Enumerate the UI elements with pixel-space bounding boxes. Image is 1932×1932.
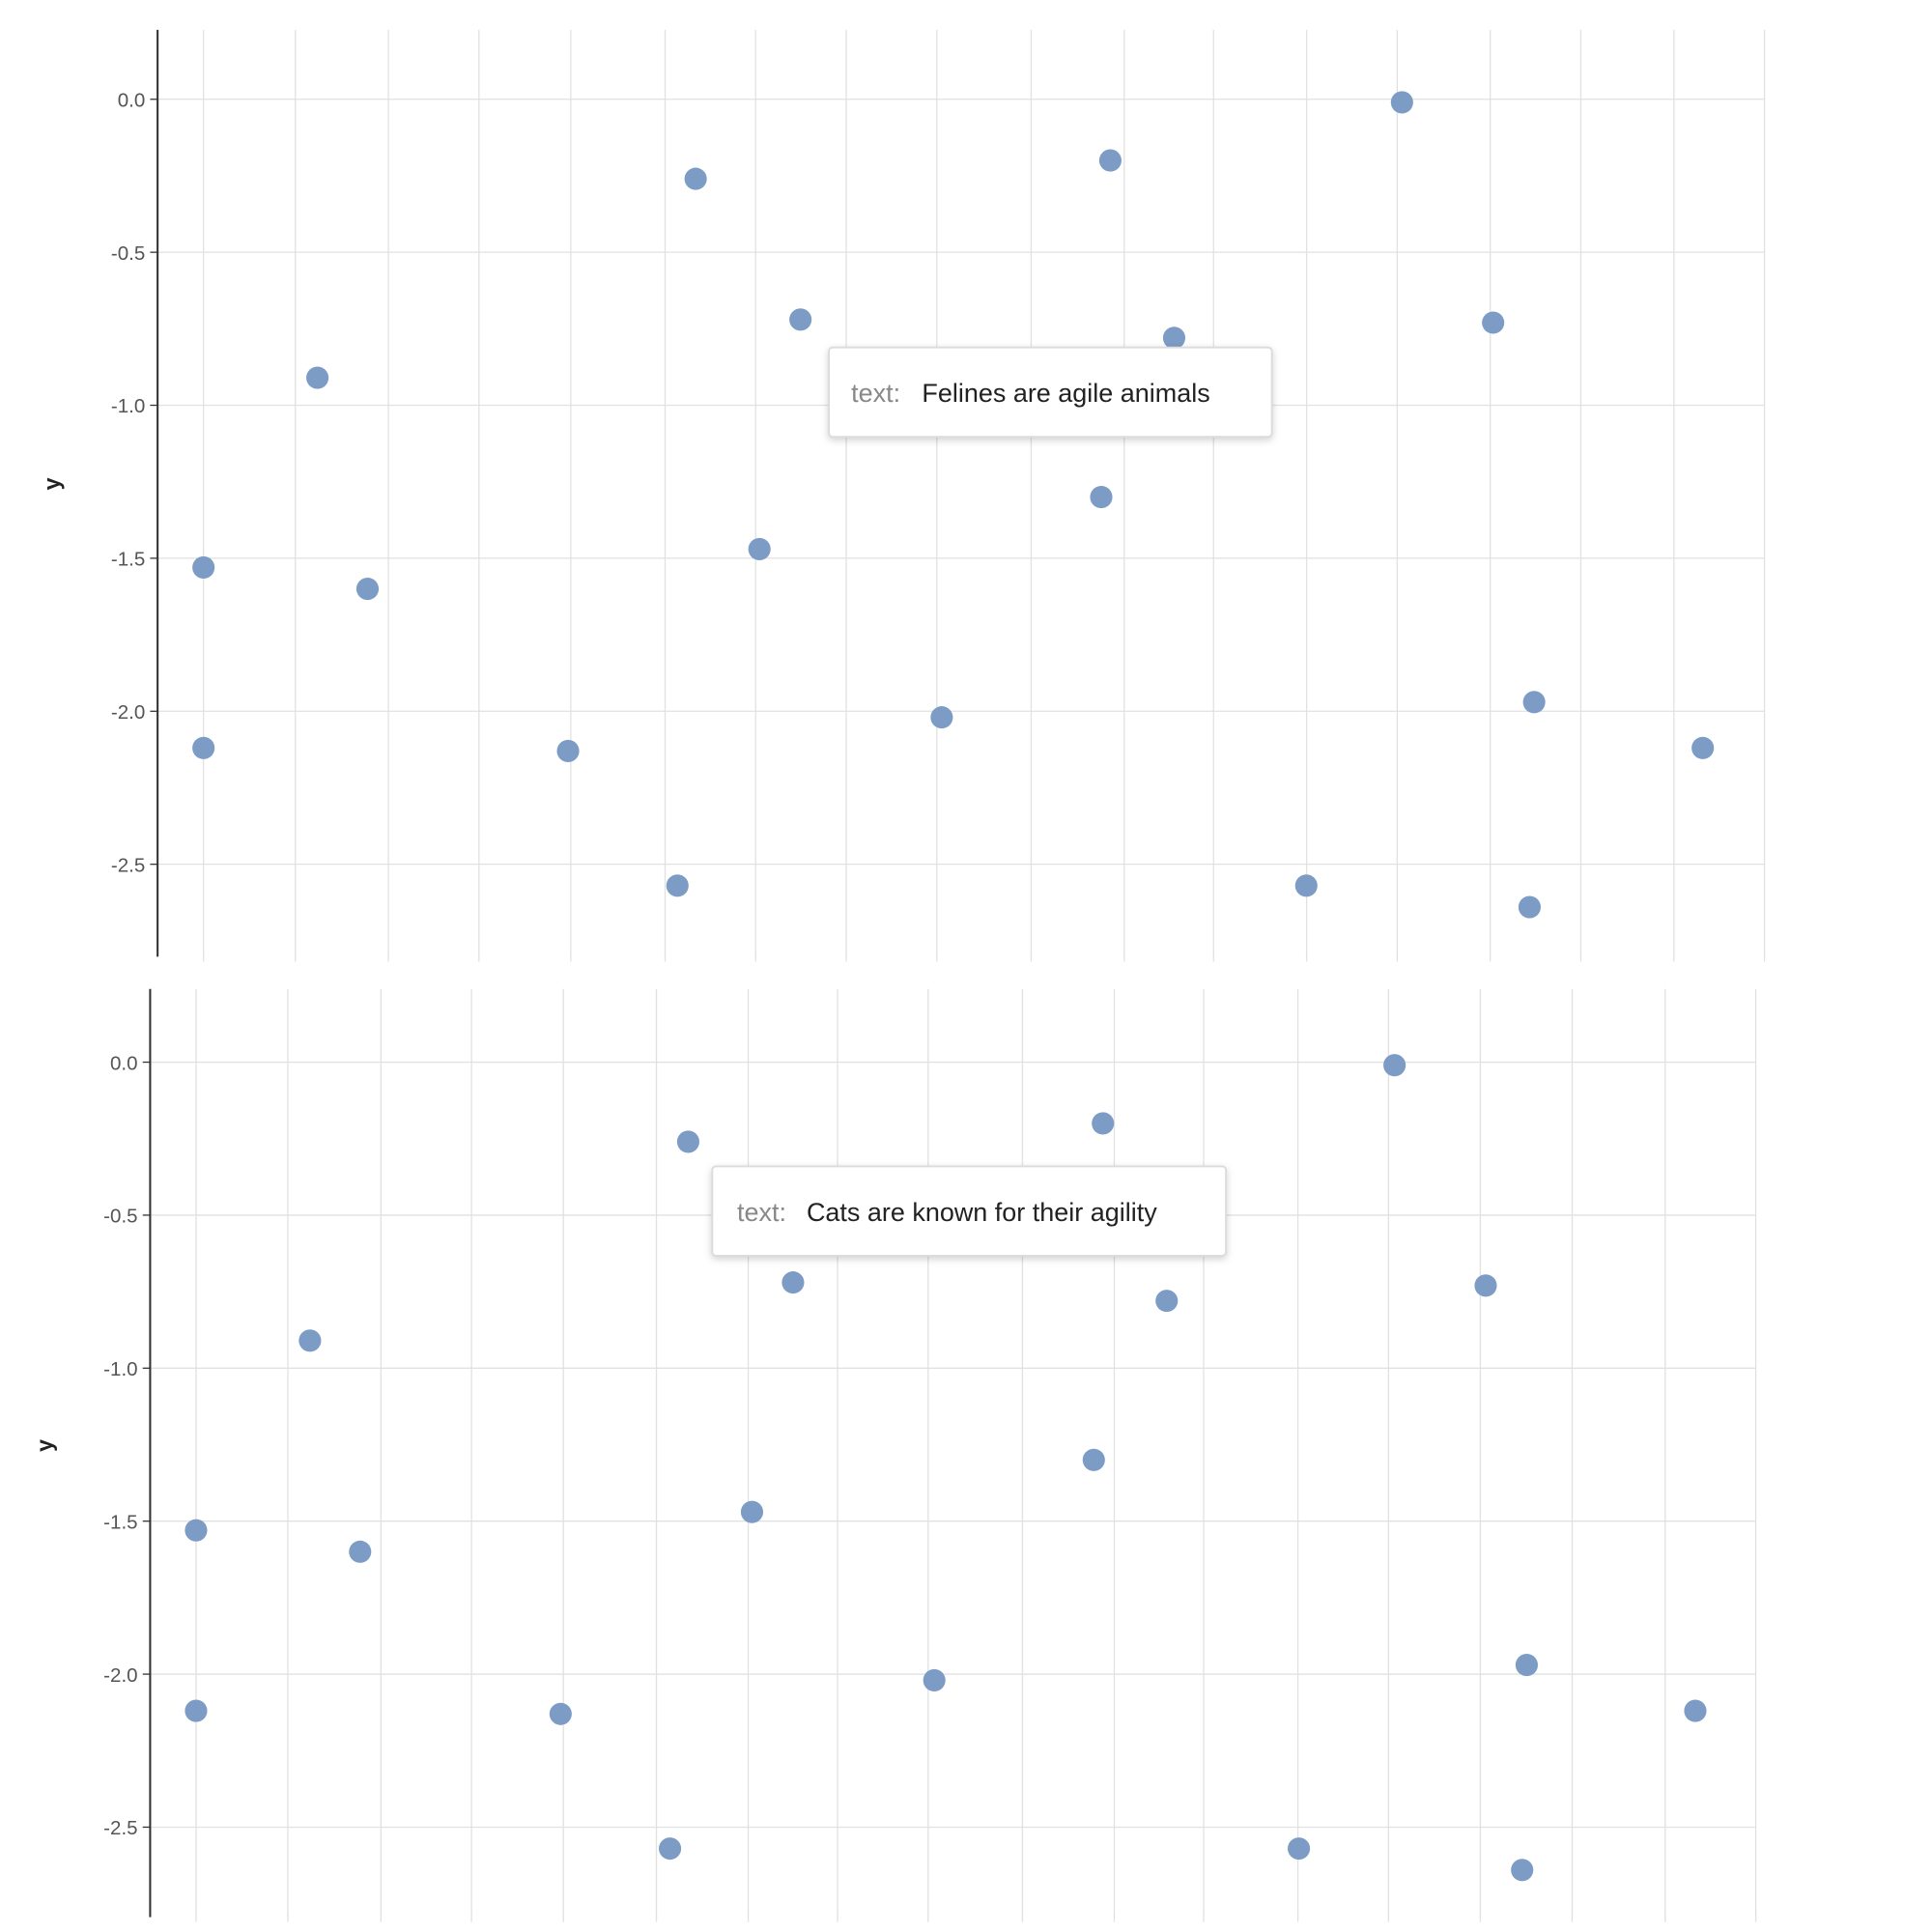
grid-lines [157,29,1766,957]
y-tick-label: -1.5 [111,549,145,571]
data-point[interactable] [748,537,771,560]
tooltip-key: text: [737,1198,786,1227]
data-point[interactable] [659,1837,682,1861]
data-point[interactable] [789,308,812,331]
tooltip-box [711,1165,1228,1257]
data-point[interactable] [192,736,215,759]
tooltip: text: Felines are agile animals [828,346,1273,439]
data-point[interactable] [684,167,707,190]
data-point[interactable] [1090,485,1113,509]
data-point[interactable] [349,1540,372,1563]
y-tick-label: 0.0 [110,1052,138,1074]
data-point[interactable] [666,874,689,897]
data-point[interactable] [1155,1290,1179,1313]
data-point[interactable] [1082,1448,1105,1471]
tooltip-value: Cats are known for their agility [807,1198,1157,1227]
y-tick-label: -2.0 [103,1664,137,1687]
data-point[interactable] [1482,311,1505,334]
data-point[interactable] [1162,327,1186,350]
data-point[interactable] [1098,149,1122,172]
data-point[interactable] [1383,1054,1406,1077]
data-point[interactable] [298,1329,322,1352]
data-point[interactable] [192,555,215,579]
data-point[interactable] [1522,691,1546,714]
data-point[interactable] [1684,1699,1707,1722]
data-point[interactable] [923,1668,946,1691]
data-point[interactable] [740,1500,764,1523]
data-point[interactable] [930,706,953,729]
y-tick-label: -0.5 [103,1206,137,1228]
y-axis-label: y [40,477,65,490]
data-point[interactable] [185,1519,208,1542]
y-tick-label: -2.0 [111,701,145,724]
y-tick-label: -2.5 [111,854,145,876]
y-tick-label: -1.0 [103,1358,137,1380]
data-point[interactable] [1092,1112,1115,1135]
data-point[interactable] [306,366,329,389]
y-tick-label: 0.0 [118,89,146,111]
data-point[interactable] [1511,1859,1534,1882]
y-tick-label: -2.5 [103,1817,137,1839]
tooltip-box [828,346,1273,439]
data-point[interactable] [556,739,580,763]
scatter-points [192,91,1715,919]
data-point[interactable] [355,578,380,601]
data-point[interactable] [1294,874,1318,897]
tooltip-value: Felines are agile animals [922,379,1209,408]
y-tick-label: -1.0 [111,395,145,417]
data-point[interactable] [549,1702,572,1725]
data-point[interactable] [1474,1274,1497,1297]
data-point[interactable] [1390,91,1413,114]
data-point[interactable] [781,1271,805,1294]
data-point[interactable] [1288,1837,1311,1861]
y-axis-label: y [32,1439,57,1452]
y-tick-label: -1.5 [103,1511,137,1533]
grid-lines [150,988,1757,1918]
data-point[interactable] [1515,1654,1538,1677]
data-point[interactable] [1518,895,1541,919]
data-point[interactable] [1691,736,1715,759]
chart-panel-top: 0.0 -0.5 -1.0 -1.5 -2.0 -2.5 y text: Felines are… [40,29,1766,962]
data-point[interactable] [676,1130,699,1153]
y-tick-label: -0.5 [111,242,145,265]
data-point[interactable] [185,1699,208,1722]
tooltip: text: Cats are known for their agility [711,1165,1228,1257]
chart-panel-bottom: 0.0 -0.5 -1.0 -1.5 -2.0 -2.5 y text: Cats are kn… [32,988,1757,1922]
tooltip-key: text: [851,379,900,408]
scatter-points [185,1054,1707,1882]
